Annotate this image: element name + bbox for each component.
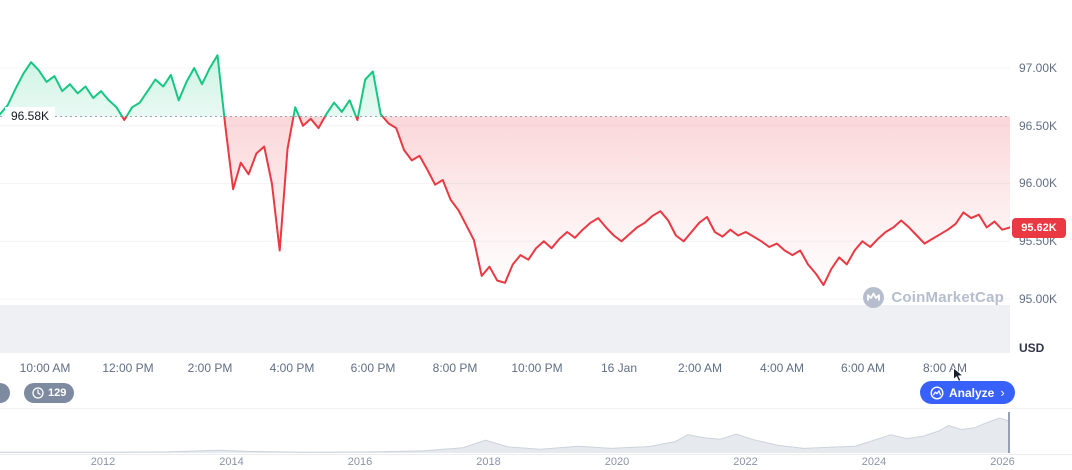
year-tick: 2018 [476,456,501,468]
year-tick: 2022 [733,456,758,468]
time-tick: 4:00 AM [759,361,805,375]
time-tick: 4:00 PM [269,361,315,375]
year-tick: 2026 [990,456,1015,468]
currency-label: USD [1019,341,1045,355]
navigator-chart-svg[interactable] [0,409,1072,454]
time-tick: 2:00 AM [677,361,723,375]
clock-icon [32,387,44,399]
price-chart-svg[interactable] [0,0,1010,355]
time-tick: 16 Jan [600,361,638,375]
year-tick: 2016 [347,456,373,468]
annotation-count: 129 [48,387,67,399]
year-tick: 2014 [219,456,244,468]
time-tick: 6:00 AM [840,361,886,375]
price-chart[interactable]: 96.58K CoinMarketCap [0,0,1010,355]
y-tick-label: 96.50K [1019,119,1058,133]
annotation-count-badge[interactable]: 129 [24,383,75,403]
y-tick-label: 95.00K [1019,292,1058,306]
time-tick: 6:00 PM [350,361,396,375]
navigator-year-axis: 2012 2014 2016 2018 2020 2022 2024 2026 [0,456,1072,470]
analyze-label: Analyze [949,385,995,400]
range-navigator[interactable] [0,408,1072,455]
time-tick: 12:00 PM [102,361,154,375]
y-tick-label: 97.00K [1019,61,1058,75]
baseline-price-label: 96.58K [5,107,56,125]
watermark-text: CoinMarketCap [891,289,1004,306]
chevron-right-icon: › [1000,385,1005,400]
analyze-chart-icon [930,385,944,400]
time-tick: 2:00 PM [187,361,233,375]
year-tick: 2012 [90,456,116,468]
time-tick: 8:00 PM [432,361,478,375]
current-price-badge: 95.62K [1012,218,1066,238]
y-tick-label: 96.00K [1019,176,1058,190]
coinmarketcap-logo-icon [863,287,885,308]
analyze-button[interactable]: Analyze › [920,381,1015,404]
year-tick: 2020 [604,456,630,468]
price-axis: 97.00K 96.50K 96.00K 95.50K 95.00K USD 9… [1010,0,1072,355]
time-axis: 10:00 AM 12:00 PM 2:00 PM 4:00 PM 6:00 P… [0,356,1010,378]
time-tick: 10:00 AM [19,361,71,375]
mouse-cursor-icon [953,367,965,383]
coinmarketcap-watermark: CoinMarketCap [863,287,1004,308]
year-tick: 2024 [861,456,887,468]
partial-badge[interactable] [0,383,10,403]
time-tick: 10:00 PM [511,361,563,375]
